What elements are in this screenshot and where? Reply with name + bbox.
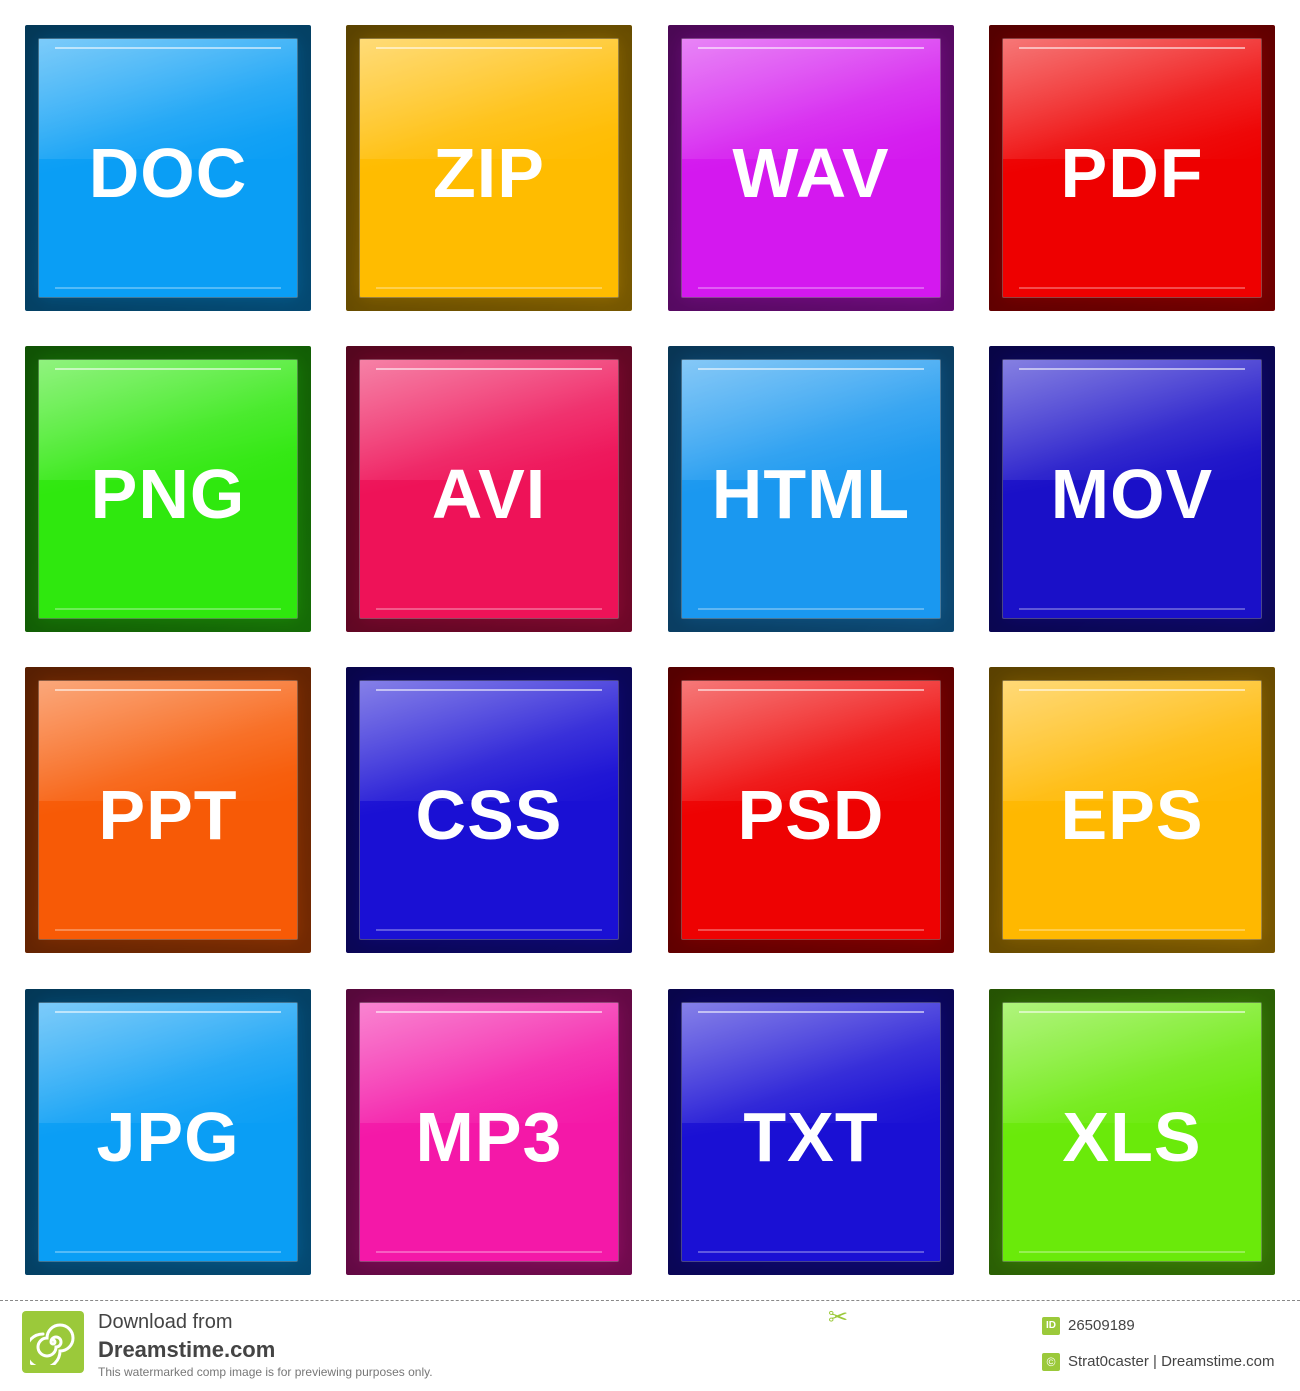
file-type-grid: DOC ZIP WAV PDF PNG AVI HTML MOV PPT CSS… <box>25 25 1275 1275</box>
tile-label: XLS <box>1062 1098 1202 1176</box>
tile-label: ZIP <box>433 134 545 212</box>
tile-css: CSS <box>346 667 632 953</box>
id-badge: ID <box>1042 1317 1060 1335</box>
download-from-text: Download from <box>98 1311 233 1333</box>
tile-label: PNG <box>90 455 246 533</box>
tile-avi: AVI <box>346 346 632 632</box>
tile-label: MOV <box>1050 455 1214 533</box>
image-id: 26509189 <box>1068 1317 1135 1334</box>
tile-png: PNG <box>25 346 311 632</box>
tile-zip: ZIP <box>346 25 632 311</box>
dreamstime-logo <box>22 1311 84 1373</box>
tile-label: PDF <box>1060 134 1204 212</box>
tile-label: PSD <box>737 776 885 854</box>
tile-mp3: MP3 <box>346 989 632 1275</box>
preview-note: This watermarked comp image is for previ… <box>98 1365 433 1379</box>
tile-wav: WAV <box>668 25 954 311</box>
tile-psd: PSD <box>668 667 954 953</box>
tile-label: DOC <box>88 134 248 212</box>
tile-doc: DOC <box>25 25 311 311</box>
tile-jpg: JPG <box>25 989 311 1275</box>
tile-txt: TXT <box>668 989 954 1275</box>
tile-mov: MOV <box>989 346 1275 632</box>
tile-eps: EPS <box>989 667 1275 953</box>
copyright-icon: © <box>1042 1353 1060 1371</box>
scissors-icon: ✂ <box>828 1304 849 1331</box>
dreamstime-link[interactable]: Dreamstime.com <box>98 1337 276 1362</box>
tile-label: TXT <box>743 1098 879 1176</box>
tile-html: HTML <box>668 346 954 632</box>
author-credit: Strat0caster | Dreamstime.com <box>1068 1353 1275 1370</box>
tile-ppt: PPT <box>25 667 311 953</box>
tile-xls: XLS <box>989 989 1275 1275</box>
tile-label: WAV <box>732 134 890 212</box>
tile-label: PPT <box>98 776 238 854</box>
tile-label: EPS <box>1060 776 1204 854</box>
tile-label: JPG <box>96 1098 240 1176</box>
spiral-icon <box>30 1323 75 1365</box>
tile-label: CSS <box>415 776 563 854</box>
tile-label: AVI <box>431 455 547 533</box>
tile-label: HTML <box>711 455 911 533</box>
tile-pdf: PDF <box>989 25 1275 311</box>
tile-label: MP3 <box>415 1098 563 1176</box>
watermark-footer: Download from Dreamstime.com This waterm… <box>0 1300 1300 1391</box>
